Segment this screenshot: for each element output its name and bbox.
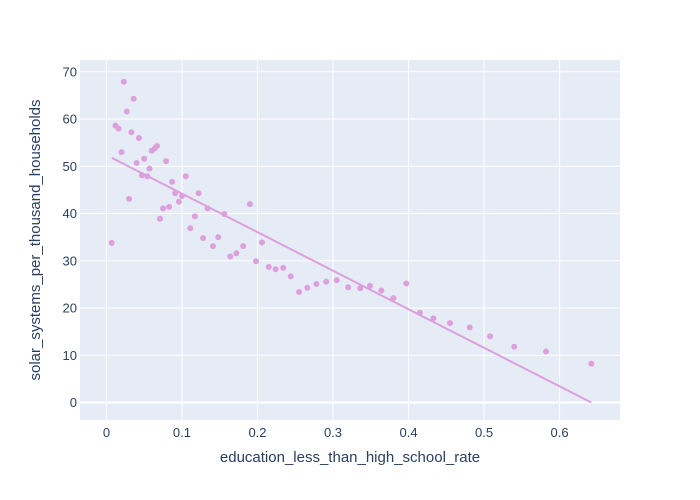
scatter-point	[233, 250, 240, 257]
scatter-point	[200, 235, 207, 242]
scatter-point	[144, 173, 151, 180]
y-tick-label: 30	[63, 253, 77, 268]
scatter-point	[511, 343, 518, 350]
x-tick-label: 0.2	[248, 425, 266, 440]
scatter-point	[259, 239, 266, 246]
scatter-point	[345, 284, 352, 291]
x-tick-label: 0.1	[173, 425, 191, 440]
scatter-point	[323, 278, 330, 285]
scatter-point	[367, 282, 374, 289]
scatter-point	[252, 258, 259, 265]
scatter-point	[403, 280, 410, 287]
scatter-point	[118, 149, 125, 156]
scatter-point	[157, 215, 164, 222]
scatter-point	[304, 284, 311, 291]
x-tick-label: 0.3	[324, 425, 342, 440]
scatter-point	[447, 320, 454, 327]
scatter-point	[287, 273, 294, 280]
scatter-point	[178, 193, 185, 200]
scatter-point	[542, 348, 549, 355]
scatter-point	[416, 309, 423, 316]
scatter-point	[126, 195, 133, 202]
scatter-point	[141, 155, 148, 162]
y-tick-label: 60	[63, 112, 77, 127]
scatter-point	[280, 264, 287, 271]
scatter-point	[175, 198, 182, 205]
scatter-point	[195, 190, 202, 197]
y-tick-label: 50	[63, 159, 77, 174]
scatter-point	[487, 333, 494, 340]
scatter-point	[209, 243, 216, 250]
plot-background	[80, 60, 620, 420]
scatter-point	[191, 213, 198, 220]
scatter-point	[215, 234, 222, 241]
x-axis-title: education_less_than_high_school_rate	[220, 449, 480, 466]
scatter-point	[221, 211, 228, 218]
x-tick-label: 0.6	[551, 425, 569, 440]
scatter-point	[272, 266, 279, 273]
scatter-point	[166, 203, 173, 210]
x-tick-label: 0	[103, 425, 110, 440]
scatter-point	[333, 277, 340, 284]
scatter-point	[265, 263, 272, 270]
scatter-point	[169, 178, 176, 185]
scatter-point	[227, 253, 234, 260]
scatter-point	[466, 324, 473, 331]
scatter-point	[163, 158, 170, 165]
scatter-point	[378, 287, 385, 294]
y-axis-title: solar_systems_per_thousand_households	[27, 99, 44, 380]
scatter-point	[130, 95, 137, 102]
trend-line	[111, 156, 592, 404]
scatter-point	[204, 205, 211, 212]
tick-labels: 0 0.1 0.2 0.3 0.4 0.5 0.6 0 10 20 30 40 50 60 70	[63, 64, 569, 440]
scatter-point	[160, 205, 167, 212]
scatter-point	[313, 280, 320, 287]
y-tick-label: 10	[63, 348, 77, 363]
scatter-point	[187, 225, 194, 232]
scatter-point	[172, 190, 179, 197]
scatter-point	[240, 243, 247, 250]
scatter-point	[430, 315, 437, 322]
scatter-point	[296, 288, 303, 295]
scatter-point	[108, 239, 115, 246]
scatter-point	[390, 295, 397, 302]
scatter-point	[182, 173, 189, 180]
grid-lines	[80, 60, 620, 420]
scatter-point	[146, 165, 153, 172]
data-marks	[108, 78, 595, 404]
scatter-point	[154, 142, 161, 149]
scatter-point	[246, 201, 253, 208]
scatter-point	[115, 125, 122, 132]
scatter-point	[120, 78, 127, 85]
y-tick-label: 40	[63, 206, 77, 221]
x-tick-label: 0.4	[399, 425, 417, 440]
scatter-point	[138, 172, 145, 179]
y-tick-label: 0	[70, 395, 77, 410]
scatter-point	[133, 159, 140, 166]
scatter-point	[588, 360, 595, 367]
scatter-point	[357, 285, 364, 292]
y-tick-label: 20	[63, 301, 77, 316]
scatter-point	[123, 108, 130, 115]
scatter-point	[128, 129, 135, 136]
scatter-point	[135, 134, 142, 141]
y-tick-label: 70	[63, 64, 77, 79]
x-tick-label: 0.5	[475, 425, 493, 440]
